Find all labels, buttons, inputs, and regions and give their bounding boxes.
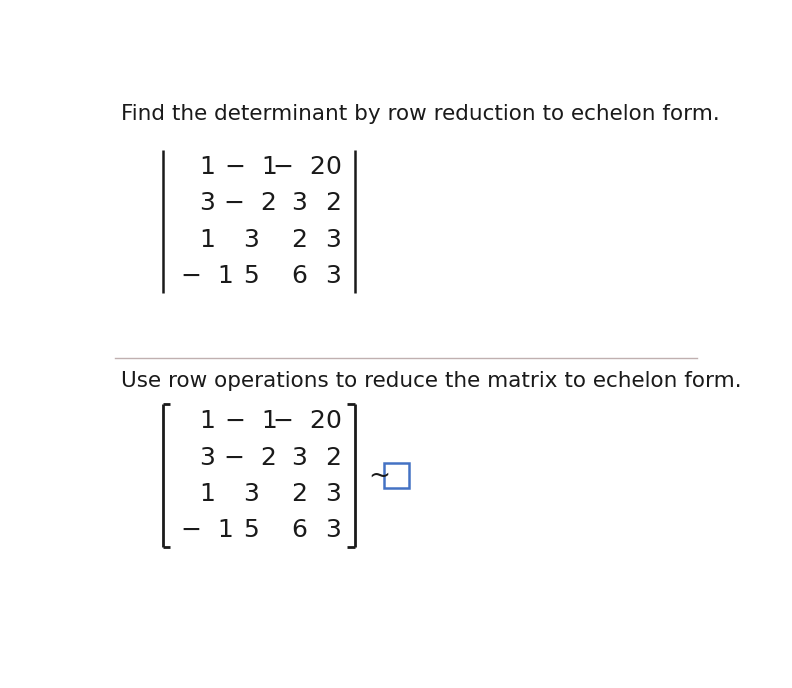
Text: 1: 1 (200, 482, 215, 506)
Text: − 1: − 1 (224, 155, 277, 180)
Text: − 1: − 1 (224, 409, 277, 433)
Text: 0: 0 (325, 155, 341, 180)
Text: 3: 3 (200, 191, 215, 215)
Text: 6: 6 (291, 518, 307, 542)
Text: 0: 0 (325, 409, 341, 433)
FancyBboxPatch shape (384, 463, 409, 488)
Text: 5: 5 (243, 518, 259, 542)
Text: 3: 3 (291, 446, 307, 469)
Text: 2: 2 (291, 228, 307, 252)
Text: 3: 3 (325, 482, 341, 506)
Text: − 2: − 2 (272, 155, 326, 180)
Text: 1: 1 (200, 155, 215, 180)
Text: 5: 5 (243, 264, 259, 288)
Text: Find the determinant by row reduction to echelon form.: Find the determinant by row reduction to… (120, 104, 719, 124)
Text: 3: 3 (200, 446, 215, 469)
Text: Use row operations to reduce the matrix to echelon form.: Use row operations to reduce the matrix … (120, 372, 741, 391)
Text: 6: 6 (291, 264, 307, 288)
Text: − 2: − 2 (224, 446, 277, 469)
Text: 1: 1 (200, 409, 215, 433)
Text: − 2: − 2 (272, 409, 326, 433)
Text: 2: 2 (325, 191, 341, 215)
Text: 2: 2 (291, 482, 307, 506)
Text: 3: 3 (243, 228, 259, 252)
Text: 3: 3 (325, 518, 341, 542)
Text: 1: 1 (200, 228, 215, 252)
Text: 3: 3 (291, 191, 307, 215)
Text: 2: 2 (325, 446, 341, 469)
Text: − 2: − 2 (224, 191, 277, 215)
Text: 3: 3 (325, 264, 341, 288)
Text: − 1: − 1 (181, 264, 234, 288)
Text: 3: 3 (243, 482, 259, 506)
Text: − 1: − 1 (181, 518, 234, 542)
Text: ~: ~ (369, 462, 390, 488)
Text: 3: 3 (325, 228, 341, 252)
